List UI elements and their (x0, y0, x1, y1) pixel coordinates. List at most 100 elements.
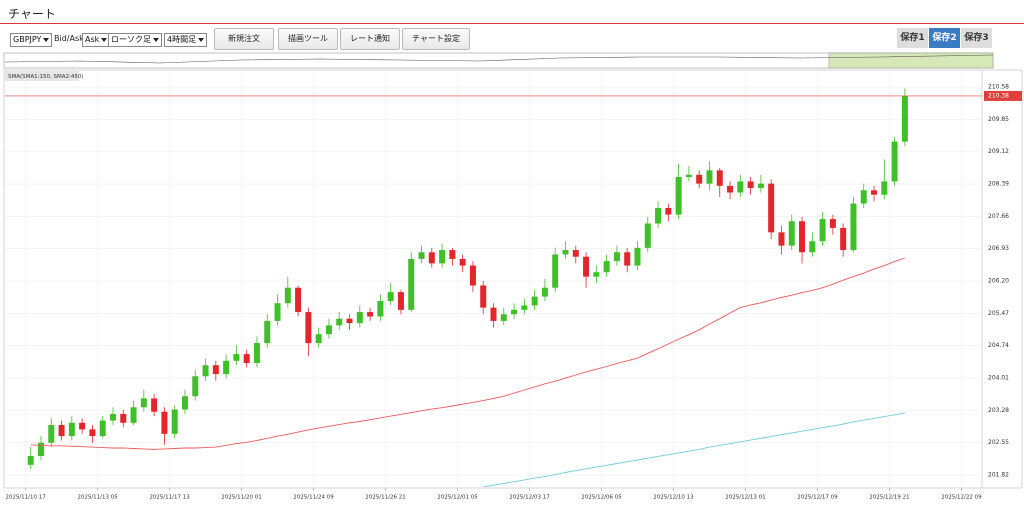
last-price-label: 210.38 (988, 92, 1009, 99)
candle-body (531, 296, 538, 306)
candle-body (675, 176, 682, 215)
candle-body (562, 250, 569, 255)
plot (5, 71, 982, 487)
candle-body (593, 272, 600, 277)
candle-body (829, 219, 836, 228)
order-button[interactable]: 新規注文 (214, 28, 274, 50)
candle-body (799, 221, 806, 253)
candle-body (418, 252, 425, 259)
candle-body (665, 207, 672, 215)
candle-body (541, 287, 548, 297)
candle-body (860, 190, 867, 204)
candle-body (850, 203, 857, 251)
title-rule (0, 23, 1024, 24)
candle-body (552, 254, 559, 288)
candle-body (901, 95, 908, 142)
candle-body (243, 354, 250, 363)
page-title: チャート (8, 7, 56, 21)
side-select[interactable]: Ask (82, 33, 111, 47)
save-tab[interactable]: 保存3 (961, 28, 992, 48)
candle-body (284, 287, 291, 304)
candle-body (68, 422, 75, 437)
timeframe-select[interactable]: 4時間足 (164, 33, 208, 47)
candle-body (768, 183, 775, 233)
x-tick-label: 2025/12/19 21 (869, 495, 909, 501)
candle-body (367, 312, 374, 317)
candle-body (356, 312, 363, 324)
candle-body (706, 170, 713, 184)
candle-body (685, 174, 692, 177)
candle-body (140, 398, 147, 408)
candle-body (891, 141, 898, 182)
candle-body (202, 365, 209, 377)
plot-border (3, 69, 1023, 489)
y-tick-label: 209.12 (988, 148, 1009, 155)
draw-tool-button[interactable]: 描画ツール (278, 28, 338, 50)
candle-body (181, 396, 188, 410)
x-tick-label: 2025/12/06 05 (581, 495, 622, 501)
candle-body (757, 183, 764, 189)
sma-line (30, 257, 906, 450)
candle-body (737, 181, 744, 193)
y-tick-label: 209.85 (988, 116, 1009, 123)
candle-body (881, 181, 888, 195)
candle-body (655, 207, 662, 224)
candle-body (727, 185, 734, 193)
last-price-badge (984, 90, 1022, 101)
candle-body (192, 376, 199, 397)
x-tick-label: 2025/11/26 21 (365, 495, 405, 501)
x-tick-label: 2025/12/01 05 (437, 495, 478, 501)
y-tick-label: 204.01 (988, 375, 1009, 382)
candle-body (439, 250, 446, 264)
y-tick-label: 205.47 (988, 310, 1009, 317)
save-tab-active[interactable]: 保存2 (929, 28, 960, 48)
candle-body (48, 424, 55, 443)
candle-body (459, 258, 466, 266)
x-tick-label: 2025/12/10 13 (653, 495, 694, 501)
x-tick-label: 2025/12/22 09 (941, 495, 982, 501)
candle-body (809, 241, 816, 253)
candle-body (603, 261, 610, 273)
chart-kind-select[interactable]: ローソク足 (108, 33, 162, 47)
candle-body (58, 424, 65, 437)
candle-body (624, 252, 631, 266)
y-tick-label: 207.66 (988, 213, 1009, 220)
x-tick-label: 2025/11/17 13 (149, 495, 190, 501)
candle-body (305, 312, 312, 344)
candle-body (264, 320, 271, 344)
candle-body (274, 303, 281, 321)
candle-body (37, 442, 44, 456)
candle-body (387, 292, 394, 301)
x-tick-label: 2025/11/24 09 (293, 495, 334, 501)
symbol-select[interactable]: GBPJPY (10, 33, 53, 47)
candle-body (696, 174, 703, 184)
x-tick-label: 2025/11/13 05 (77, 495, 118, 501)
candle-body (572, 250, 579, 257)
y-tick-label: 202.55 (988, 439, 1009, 446)
save-tab[interactable]: 保存1 (897, 28, 928, 48)
rate-alert-button[interactable]: レート通知 (340, 28, 400, 50)
x-tick-label: 2025/12/17 09 (797, 495, 838, 501)
candle-body (223, 360, 230, 375)
candle-body (778, 232, 785, 246)
y-tick-label: 206.93 (988, 245, 1009, 252)
navigator-line (4, 54, 994, 64)
candle-body (161, 411, 168, 434)
y-tick-label: 201.82 (988, 472, 1009, 479)
candle-body (109, 413, 116, 421)
x-tick-label: 2025/11/10 17 (5, 495, 46, 501)
navigator-window[interactable] (828, 52, 994, 69)
candle-body (27, 455, 34, 465)
candle-body (171, 409, 178, 434)
candle-body (397, 292, 404, 310)
candle-body (99, 420, 106, 437)
candle-body (449, 250, 456, 259)
candle-body (428, 252, 435, 264)
candle-body (613, 252, 620, 262)
x-tick-label: 2025/12/03 17 (509, 495, 550, 501)
candle-body (253, 343, 260, 363)
candle-body (233, 354, 240, 361)
candle-body (120, 413, 127, 423)
chart-settings-button[interactable]: チャート設定 (402, 28, 470, 50)
